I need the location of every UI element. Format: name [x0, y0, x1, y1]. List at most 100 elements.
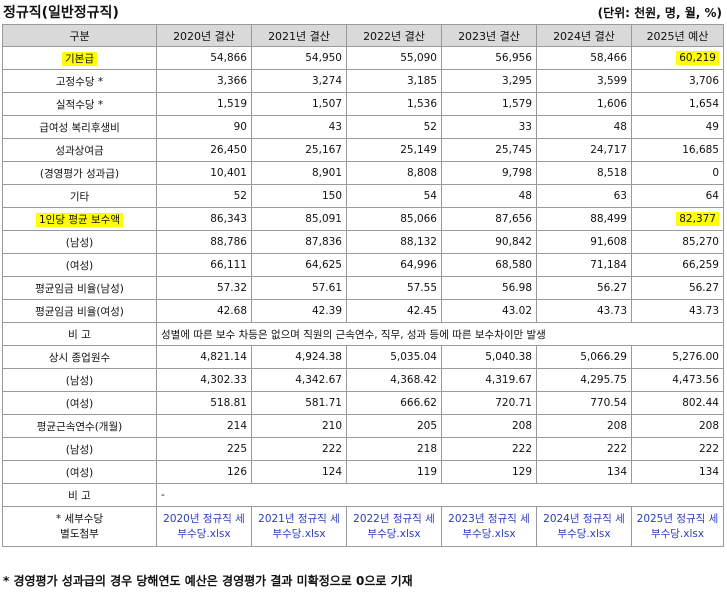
table-row: (경영평가 성과급) 10,401 8,901 8,808 9,798 8,518 0: [2, 161, 724, 185]
row-label-text: 기본급: [62, 51, 97, 66]
value-text: 68,580: [495, 259, 532, 271]
value-text: 4,319.67: [485, 374, 532, 386]
value-cell: 218: [346, 437, 442, 461]
value-cell: 225: [156, 437, 252, 461]
value-cell: 57.61: [251, 276, 347, 300]
value-cell: 58,466: [536, 46, 632, 70]
row-label-text: (경영평가 성과급): [39, 167, 120, 180]
value-text: 57.55: [406, 282, 437, 294]
value-cell: 3,274: [251, 69, 347, 93]
attachments-label-line2: 별도첨부: [60, 527, 99, 540]
value-text: 43.73: [688, 305, 719, 317]
value-cell: 66,111: [156, 253, 252, 277]
value-cell: 88,786: [156, 230, 252, 254]
value-cell: 1,606: [536, 92, 632, 116]
attachment-link[interactable]: 2024년 정규직 세부수당.xlsx: [536, 506, 632, 547]
row-label: 평균임금 비율(남성): [2, 276, 157, 300]
value-cell: 5,035.04: [346, 345, 442, 369]
value-cell: 9,798: [441, 161, 537, 185]
value-text: 126: [226, 466, 247, 478]
value-text: 1,507: [311, 98, 342, 110]
remarks-cell: 성별에 따른 보수 차등은 없으며 직원의 근속연수, 직무, 성과 등에 따른…: [156, 322, 724, 346]
value-cell: 3,599: [536, 69, 632, 93]
value-text: 4,295.75: [580, 374, 627, 386]
value-cell: 150: [251, 184, 347, 208]
value-cell: 52: [156, 184, 252, 208]
value-text: 86,343: [210, 213, 247, 225]
value-cell: 4,368.42: [346, 368, 442, 392]
value-cell: 770.54: [536, 391, 632, 415]
value-cell: 42.39: [251, 299, 347, 323]
value-cell: 8,808: [346, 161, 442, 185]
value-text: 666.62: [400, 397, 437, 409]
value-text: 55,090: [400, 52, 437, 64]
value-cell: 3,366: [156, 69, 252, 93]
value-cell: 42.68: [156, 299, 252, 323]
value-text: 720.71: [495, 397, 532, 409]
column-header: 2025년 예산: [631, 24, 724, 47]
attachments-row: * 세부수당 별도첨부 2020년 정규직 세부수당.xlsx 2021년 정규직 세…: [2, 506, 724, 547]
value-cell: 0: [631, 161, 724, 185]
value-text: 56.27: [688, 282, 719, 294]
table-row: (여성) 66,111 64,625 64,996 68,580 71,184 66,259: [2, 253, 724, 277]
value-text: 3,366: [216, 75, 247, 87]
value-text: 1,536: [406, 98, 437, 110]
value-cell: 88,499: [536, 207, 632, 231]
value-text: 1,579: [501, 98, 532, 110]
value-text: 60,219: [676, 51, 719, 65]
row-label-text: 성과상여금: [55, 144, 104, 157]
row-label: 고정수당 *: [2, 69, 157, 93]
header-bar: 정규직(일반정규직) (단위: 천원, 명, 월, %): [0, 0, 727, 24]
value-text: 210: [321, 420, 342, 432]
value-cell: 4,302.33: [156, 368, 252, 392]
row-label: 기타: [2, 184, 157, 208]
value-cell: 43: [251, 115, 347, 139]
value-cell: 134: [631, 460, 724, 484]
value-text: 222: [606, 443, 627, 455]
value-text: 134: [606, 466, 627, 478]
value-text: 82,377: [676, 212, 719, 226]
table-row: 평균임금 비율(남성) 57.32 57.61 57.55 56.98 56.27 56.2…: [2, 276, 724, 300]
attachment-link[interactable]: 2023년 정규직 세부수당.xlsx: [441, 506, 537, 547]
value-text: 218: [416, 443, 437, 455]
value-text: 10,401: [210, 167, 247, 179]
value-text: 42.68: [216, 305, 247, 317]
attachment-link[interactable]: 2025년 정규직 세부수당.xlsx: [631, 506, 724, 547]
value-text: 54,866: [210, 52, 247, 64]
value-text: 49: [705, 121, 719, 133]
value-text: 4,342.67: [295, 374, 342, 386]
value-cell: 666.62: [346, 391, 442, 415]
value-cell: 1,654: [631, 92, 724, 116]
table-row: 기본급 54,866 54,950 55,090 56,956 58,466 60,219: [2, 46, 724, 70]
table-row: (남성) 225 222 218 222 222 222: [2, 437, 724, 461]
value-text: 63: [613, 190, 627, 202]
value-cell: 802.44: [631, 391, 724, 415]
row-label: 실적수당 *: [2, 92, 157, 116]
row-label: 성과상여금: [2, 138, 157, 162]
row-label-text: 기타: [69, 190, 90, 203]
table-header-row: 구분 2020년 결산 2021년 결산 2022년 결산 2023년 결산 2…: [2, 24, 724, 47]
value-text: 91,608: [590, 236, 627, 248]
row-label-text: 평균근속연수(개월): [36, 420, 123, 433]
attachment-link[interactable]: 2022년 정규직 세부수당.xlsx: [346, 506, 442, 547]
column-header: 2022년 결산: [346, 24, 442, 47]
value-cell: 43.73: [631, 299, 724, 323]
column-header: 구분: [2, 24, 157, 47]
value-cell: 4,319.67: [441, 368, 537, 392]
attachment-link[interactable]: 2021년 정규직 세부수당.xlsx: [251, 506, 347, 547]
value-text: 24,717: [590, 144, 627, 156]
value-cell: 25,149: [346, 138, 442, 162]
value-text: 8,808: [406, 167, 437, 179]
value-text: 3,274: [311, 75, 342, 87]
value-cell: 56.27: [631, 276, 724, 300]
value-cell: 64: [631, 184, 724, 208]
value-text: 3,185: [406, 75, 437, 87]
value-cell: 43.02: [441, 299, 537, 323]
value-cell: 42.45: [346, 299, 442, 323]
table-row: (남성) 88,786 87,836 88,132 90,842 91,608 85,270: [2, 230, 724, 254]
value-text: 222: [321, 443, 342, 455]
value-cell: 48: [441, 184, 537, 208]
value-cell: 208: [631, 414, 724, 438]
attachment-link[interactable]: 2020년 정규직 세부수당.xlsx: [156, 506, 252, 547]
column-header: 2021년 결산: [251, 24, 347, 47]
